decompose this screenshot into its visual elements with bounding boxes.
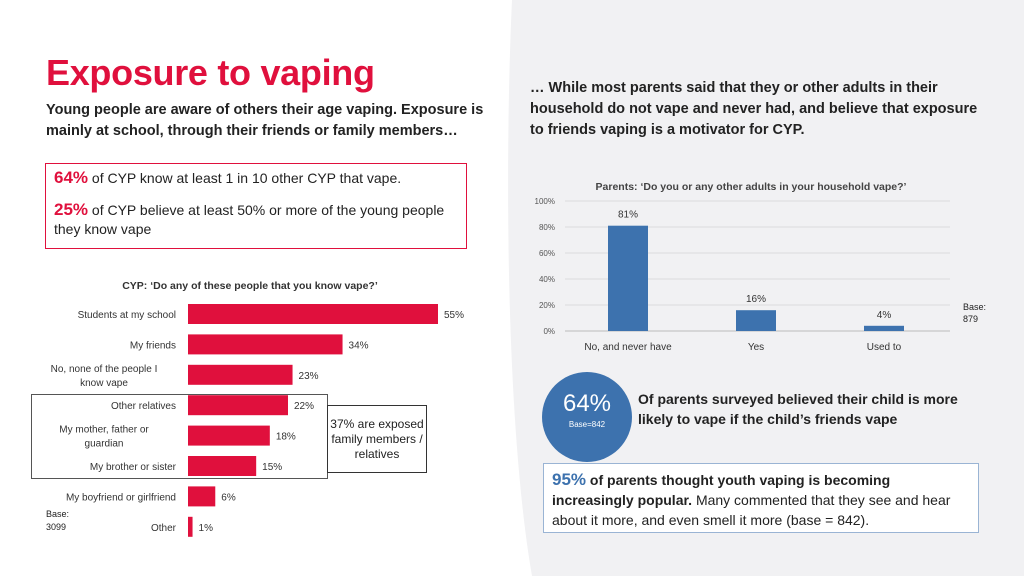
- cyp-category-label: Other relatives: [111, 401, 176, 412]
- parents-category-label: Yes: [748, 342, 764, 353]
- bubble-text: Of parents surveyed believed their child…: [638, 391, 958, 427]
- parents-bar: [864, 325, 904, 331]
- cyp-category-label: No, none of the people I know vape: [51, 364, 158, 389]
- right-intro-text: … While most parents said that they or o…: [530, 80, 978, 138]
- parents-bubble: 64% Base=842: [542, 372, 632, 462]
- parents-bar-value: 81%: [618, 210, 638, 221]
- cyp-bar-value: 18%: [276, 432, 296, 443]
- page-subtitle: Young people are aware of others their a…: [46, 102, 484, 139]
- cyp-category-label: My boyfriend or girlfriend: [66, 492, 176, 503]
- stat-line-1: 64% of CYP know at least 1 in 10 other C…: [54, 168, 458, 188]
- bubble-pct: 64%: [562, 390, 612, 417]
- cyp-bar-value: 6%: [221, 492, 236, 503]
- cyp-bar-value: 23%: [299, 371, 319, 382]
- cyp-bar-value: 15%: [262, 462, 282, 473]
- popularity-bold-text: of parents thought youth vaping is becom…: [552, 472, 891, 508]
- cyp-base-label: Base:: [46, 509, 69, 519]
- cyp-category-label-line: My mother, father or: [59, 425, 149, 436]
- stat1-text: of CYP know at least 1 in 10 other CYP t…: [91, 170, 402, 186]
- popularity-box: 95% of parents thought youth vaping is b…: [543, 463, 979, 533]
- cyp-bar: [188, 456, 257, 476]
- page-title: Exposure to vaping: [46, 52, 375, 93]
- parents-y-tick: 100%: [535, 197, 555, 206]
- cyp-bar: [188, 425, 270, 446]
- stat-line-2: 25% of CYP believe at least 50% or more …: [54, 200, 458, 239]
- cyp-bar: [188, 304, 438, 324]
- parents-base-value: 879: [963, 314, 978, 324]
- parents-y-tick: 60%: [539, 249, 555, 258]
- family-callout: 37% are exposed family members / relativ…: [327, 405, 427, 473]
- parents-bar-value: 16%: [746, 294, 766, 305]
- cyp-bar: [188, 334, 343, 355]
- cyp-category-label: My brother or sister: [90, 462, 177, 473]
- parents-category-label: Used to: [867, 342, 902, 353]
- stat1-pct: 64%: [54, 168, 89, 187]
- parents-chart-title: Parents: ‘Do you or any other adults in …: [596, 181, 907, 193]
- stat2-pct: 25%: [54, 200, 89, 219]
- cyp-bar: [188, 516, 193, 537]
- cyp-bar: [188, 395, 288, 416]
- cyp-category-label: My friends: [130, 340, 176, 351]
- parents-y-tick: 20%: [539, 301, 555, 310]
- parents-y-tick: 40%: [539, 275, 555, 284]
- cyp-category-label-line: know vape: [80, 378, 128, 389]
- cyp-bar-value: 34%: [349, 340, 369, 351]
- parents-y-tick: 80%: [539, 223, 555, 232]
- cyp-category-label-line: No, none of the people I: [51, 364, 158, 375]
- cyp-chart-title: CYP: ‘Do any of these people that you kn…: [122, 280, 378, 292]
- cyp-bar: [188, 364, 293, 385]
- cyp-base-value: 3099: [46, 522, 66, 532]
- parents-bar: [736, 310, 776, 331]
- parents-bar-value: 4%: [877, 310, 892, 321]
- cyp-bar: [188, 486, 216, 507]
- popularity-pct: 95%: [552, 470, 587, 489]
- cyp-bar-value: 22%: [294, 401, 314, 412]
- cyp-bar-value: 55%: [444, 310, 464, 321]
- cyp-category-label: My mother, father or guardian: [59, 425, 149, 450]
- cyp-category-label-line: guardian: [85, 439, 124, 450]
- popularity-text: Many commented that they see and hear ab…: [552, 492, 951, 528]
- parents-y-tick: 0%: [543, 327, 555, 336]
- stat2-text: of CYP believe at least 50% or more of t…: [54, 202, 445, 237]
- bubble-base: Base=842: [568, 420, 606, 429]
- cyp-bar-value: 1%: [199, 523, 214, 534]
- cyp-category-label: Students at my school: [78, 310, 176, 321]
- cyp-category-label: Other: [151, 523, 177, 534]
- parents-bar: [608, 225, 648, 331]
- parents-base-label: Base:: [963, 302, 986, 312]
- cyp-stats-box: 64% of CYP know at least 1 in 10 other C…: [45, 163, 467, 249]
- parents-category-label: No, and never have: [584, 342, 672, 353]
